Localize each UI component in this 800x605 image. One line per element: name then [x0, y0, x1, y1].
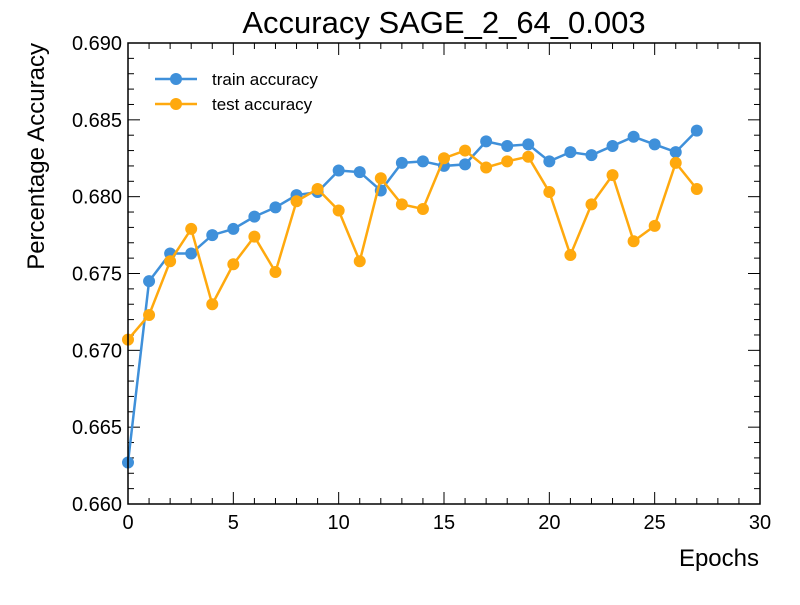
data-point [374, 172, 387, 185]
x-tick-label: 15 [433, 512, 455, 534]
legend-label: train accuracy [212, 70, 318, 89]
data-point [606, 139, 619, 152]
x-tick-label: 20 [538, 512, 560, 534]
x-axis-label: Epochs [679, 545, 759, 572]
legend: train accuracy test accuracy [155, 70, 318, 114]
data-point [480, 135, 493, 148]
data-point [648, 138, 661, 151]
y-tick-label: 0.675 [72, 264, 122, 286]
y-tick-label: 0.670 [72, 340, 122, 362]
data-point [395, 156, 408, 169]
data-point [564, 146, 577, 159]
x-tick-label: 25 [644, 512, 666, 534]
series-line [127, 149, 698, 341]
axis-ticks: 0 5 10 15 20 25 30 0.660 0.665 0.670 0.675 0.680 0.6… [72, 33, 771, 534]
data-point [311, 182, 324, 195]
data-point [501, 155, 514, 168]
data-point [543, 155, 556, 168]
data-point [480, 161, 493, 174]
legend-marker [170, 98, 182, 110]
data-point [227, 222, 240, 235]
data-point [353, 166, 366, 179]
data-point [627, 235, 640, 248]
data-point [501, 139, 514, 152]
data-point [585, 198, 598, 211]
data-point [143, 308, 156, 321]
data-point [269, 201, 282, 214]
data-point [627, 130, 640, 143]
data-point [459, 158, 472, 171]
data-point [332, 204, 345, 217]
data-point [206, 229, 219, 242]
data-point [648, 219, 661, 232]
series-layer [122, 124, 703, 469]
y-tick-label: 0.680 [72, 187, 122, 209]
plot-frame [127, 42, 761, 505]
data-point [332, 164, 345, 177]
legend-marker [170, 73, 182, 85]
data-point [438, 152, 450, 165]
data-point [269, 265, 282, 278]
data-point [543, 186, 556, 199]
data-point [353, 255, 366, 268]
x-tick-label: 30 [749, 512, 771, 534]
x-tick-label: 0 [122, 512, 133, 534]
y-tick-label: 0.690 [72, 33, 122, 55]
data-point [416, 202, 429, 215]
data-point [690, 124, 703, 137]
data-point [248, 230, 261, 243]
data-point [564, 249, 577, 262]
data-point [206, 298, 219, 311]
data-point [522, 138, 535, 151]
legend-item: test accuracy [155, 95, 313, 114]
series-line [126, 129, 698, 463]
y-axis-label: Percentage Accuracy [23, 43, 50, 270]
data-point [606, 169, 619, 182]
data-point [227, 258, 240, 271]
legend-item: train accuracy [155, 70, 318, 89]
data-point [185, 222, 198, 235]
data-point [669, 156, 682, 169]
series-test-accuracy [122, 144, 703, 346]
data-point [690, 182, 703, 195]
data-point [669, 146, 682, 159]
x-tick-label: 10 [328, 512, 350, 534]
y-tick-label: 0.685 [72, 110, 122, 132]
data-point [290, 195, 303, 208]
y-tick-label: 0.665 [72, 417, 122, 439]
data-point [164, 255, 177, 268]
data-point [585, 149, 598, 162]
y-tick-label: 0.660 [72, 494, 122, 516]
data-point [416, 155, 429, 168]
data-point [143, 275, 156, 288]
data-point [395, 198, 408, 211]
data-point [522, 150, 535, 163]
chart-title: Accuracy SAGE_2_64_0.003 [242, 5, 645, 40]
x-tick-label: 5 [228, 512, 239, 534]
legend-label: test accuracy [212, 95, 313, 114]
data-point [185, 247, 198, 260]
data-point [459, 144, 472, 157]
data-point [248, 210, 261, 223]
